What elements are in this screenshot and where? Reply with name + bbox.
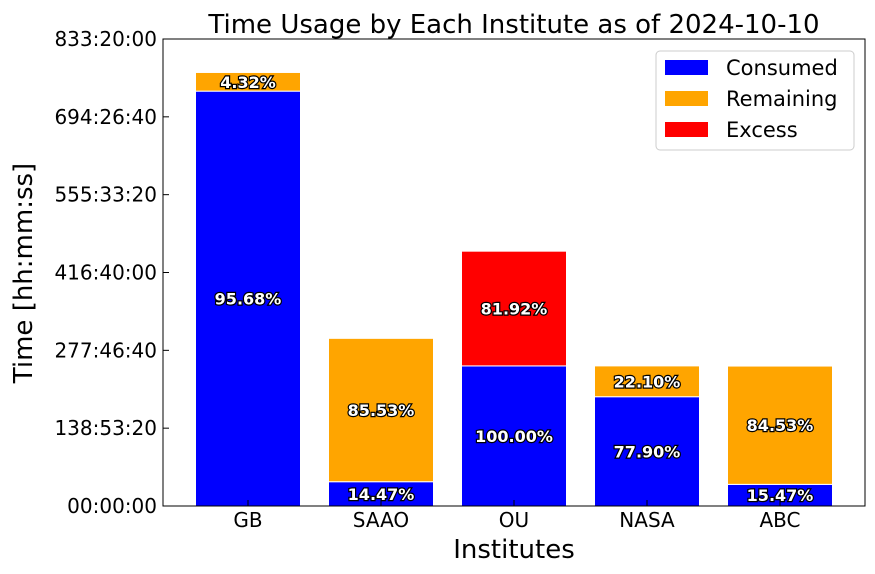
bar-consumed-gb (195, 90, 301, 507)
y-tick-label: 416:40:00 (54, 261, 157, 285)
x-tick-label: SAAO (353, 508, 409, 532)
bar-label-consumed-gb: 95.68% (215, 290, 282, 309)
x-axis: GB SAAO OU NASA ABC (233, 500, 801, 532)
bar-label-remaining-nasa: 22.10% (614, 372, 681, 391)
legend-label-excess: Excess (726, 118, 798, 142)
legend-swatch-remaining (665, 91, 708, 106)
x-tick-label: OU (499, 508, 529, 532)
y-tick-label: 555:33:20 (54, 183, 157, 207)
bar-excess-ou (461, 250, 567, 367)
legend: Consumed Remaining Excess (655, 50, 855, 151)
y-tick-label: 694:26:40 (54, 105, 157, 129)
bar-label-consumed-nasa: 77.90% (614, 442, 681, 461)
bar-label-consumed-ou: 100.00% (475, 427, 553, 446)
bar-label-consumed-abc: 15.47% (747, 486, 814, 505)
y-axis-label: Time [hh:mm:ss] (9, 163, 39, 384)
bar-remaining-nasa (594, 365, 700, 398)
legend-swatch-excess (665, 122, 708, 137)
bar-label-excess-ou: 81.92% (481, 300, 548, 319)
bar-remaining-saao (328, 337, 434, 483)
bar-label-remaining-abc: 84.53% (747, 416, 814, 435)
legend-label-remaining: Remaining (726, 87, 838, 111)
bar-consumed-ou (461, 365, 567, 507)
bar-label-remaining-saao: 85.53% (348, 401, 415, 420)
bar-label-consumed-saao: 14.47% (348, 485, 415, 504)
x-tick-label: NASA (619, 508, 675, 532)
y-tick-label: 833:20:00 (54, 27, 157, 51)
legend-swatch-consumed (665, 60, 708, 75)
y-tick-label: 138:53:20 (54, 416, 157, 440)
chart-title: Time Usage by Each Institute as of 2024-… (207, 10, 819, 40)
y-axis: 00:00:00 138:53:20 277:46:40 416:40:00 555:3… (54, 27, 169, 518)
y-tick-label: 277:46:40 (54, 338, 157, 362)
bar-labels-layer: 95.68% 4.32% 14.47% 85.53% 100.00% 81.92% 77.9… (213, 72, 814, 507)
x-tick-label: GB (233, 508, 262, 532)
bars-layer (195, 71, 833, 507)
y-tick-label: 00:00:00 (67, 494, 157, 518)
bar-label-remaining-gb: 4.32% (220, 73, 276, 92)
x-axis-label: Institutes (453, 535, 575, 565)
bar-remaining-gb (195, 71, 301, 92)
legend-label-consumed: Consumed (726, 56, 838, 80)
x-tick-label: ABC (759, 508, 800, 532)
bar-remaining-abc (727, 365, 833, 485)
